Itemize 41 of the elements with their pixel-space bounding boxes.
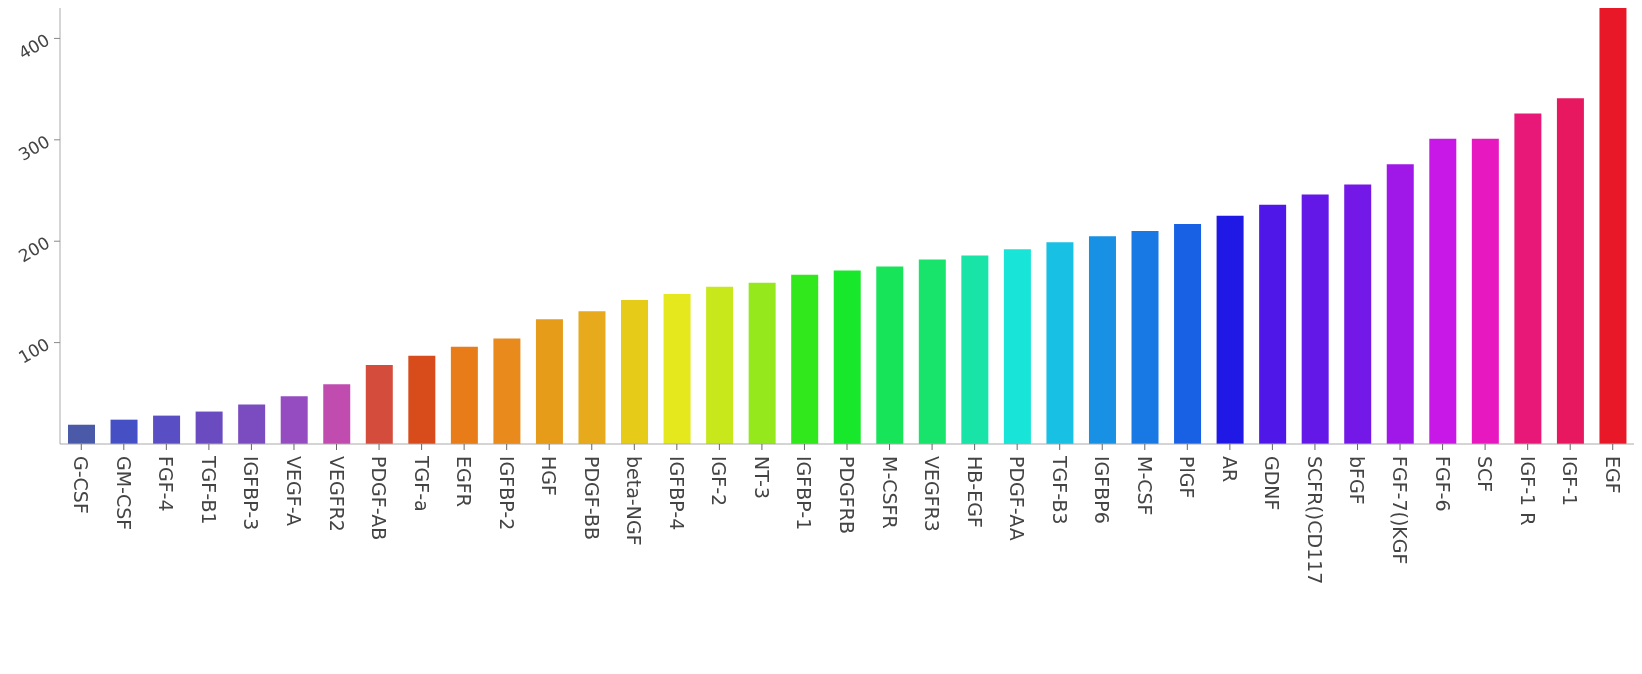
x-tick-label: GM-CSF [112, 456, 135, 531]
x-tick-label: HGF [538, 456, 561, 496]
x-tick-label: FGF-7()KGF [1389, 456, 1412, 565]
x-tick-label: M-CSF [1133, 456, 1156, 516]
x-tick-label: IGFBP-1 [793, 456, 816, 531]
x-tick-label: IGF-1 [1559, 456, 1582, 507]
x-tick-label: M-CSFR [878, 456, 901, 529]
x-tick-label: TGF-B1 [197, 455, 220, 525]
y-tick-label: 300 [14, 131, 53, 165]
x-tick-label: SCF [1474, 456, 1497, 493]
x-tick-label: PDGFRB [836, 456, 858, 534]
x-tick-label: PDGF-AB [368, 456, 391, 541]
x-tick-label: VEGFR2 [325, 456, 348, 532]
x-tick-label: PDGF-AA [1006, 456, 1029, 541]
x-tick-label: beta-NGF [623, 456, 646, 546]
x-tick-label: bFGF [1346, 456, 1369, 505]
y-tick-label: 400 [14, 29, 53, 64]
x-tick-label: IGFBP-2 [495, 456, 518, 531]
x-tick-label: FGF-4 [155, 456, 178, 512]
x-tick-label: VEGFR3 [921, 456, 944, 532]
x-tick-label: SCFR()CD117 [1303, 456, 1326, 585]
x-tick-label: IGF-1 R [1516, 456, 1539, 526]
x-tick-label: HB-EGF [963, 456, 986, 528]
x-tick-label: NT-3 [750, 456, 773, 500]
y-tick-label: 200 [14, 232, 53, 267]
x-tick-label: GDNF [1261, 456, 1284, 511]
x-tick-label: VEGF-A [282, 456, 305, 527]
x-tick-label: PDGF-BB [580, 456, 603, 540]
x-tick-label: TGF-B3 [1048, 455, 1071, 525]
x-tick-label: IGFBP6 [1091, 456, 1114, 524]
x-tick-label: PlGF [1176, 456, 1199, 499]
x-tick-label: G-CSF [70, 456, 93, 514]
x-tick-label: EGF [1601, 456, 1624, 494]
x-tick-label: FGF-6 [1431, 456, 1454, 512]
x-tick-label: IGFBP-3 [240, 456, 263, 531]
x-tick-label: TGF-a [410, 455, 433, 512]
x-tick-label: EGFR [453, 456, 476, 507]
y-tick-label: 100 [14, 333, 53, 368]
x-tick-label: AR [1218, 456, 1241, 483]
x-tick-label: IGFBP-4 [665, 456, 688, 531]
x-tick-label: IGF-2 [708, 456, 731, 507]
